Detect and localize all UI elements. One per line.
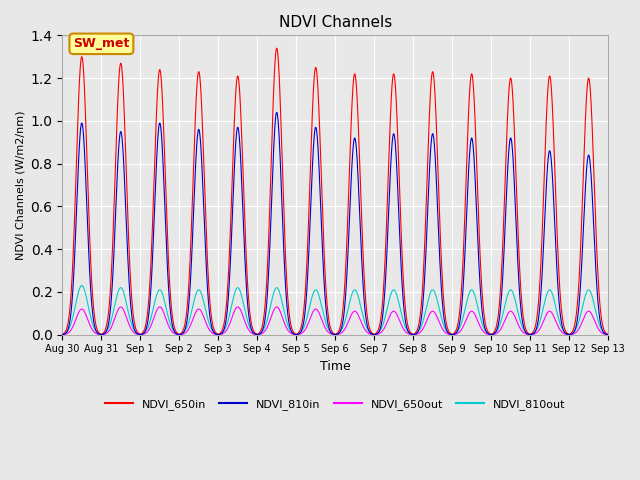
- Legend: NDVI_650in, NDVI_810in, NDVI_650out, NDVI_810out: NDVI_650in, NDVI_810in, NDVI_650out, NDV…: [100, 394, 570, 414]
- X-axis label: Time: Time: [320, 360, 351, 373]
- Title: NDVI Channels: NDVI Channels: [278, 15, 392, 30]
- Text: SW_met: SW_met: [73, 37, 129, 50]
- Y-axis label: NDVI Channels (W/m2/nm): NDVI Channels (W/m2/nm): [15, 110, 25, 260]
